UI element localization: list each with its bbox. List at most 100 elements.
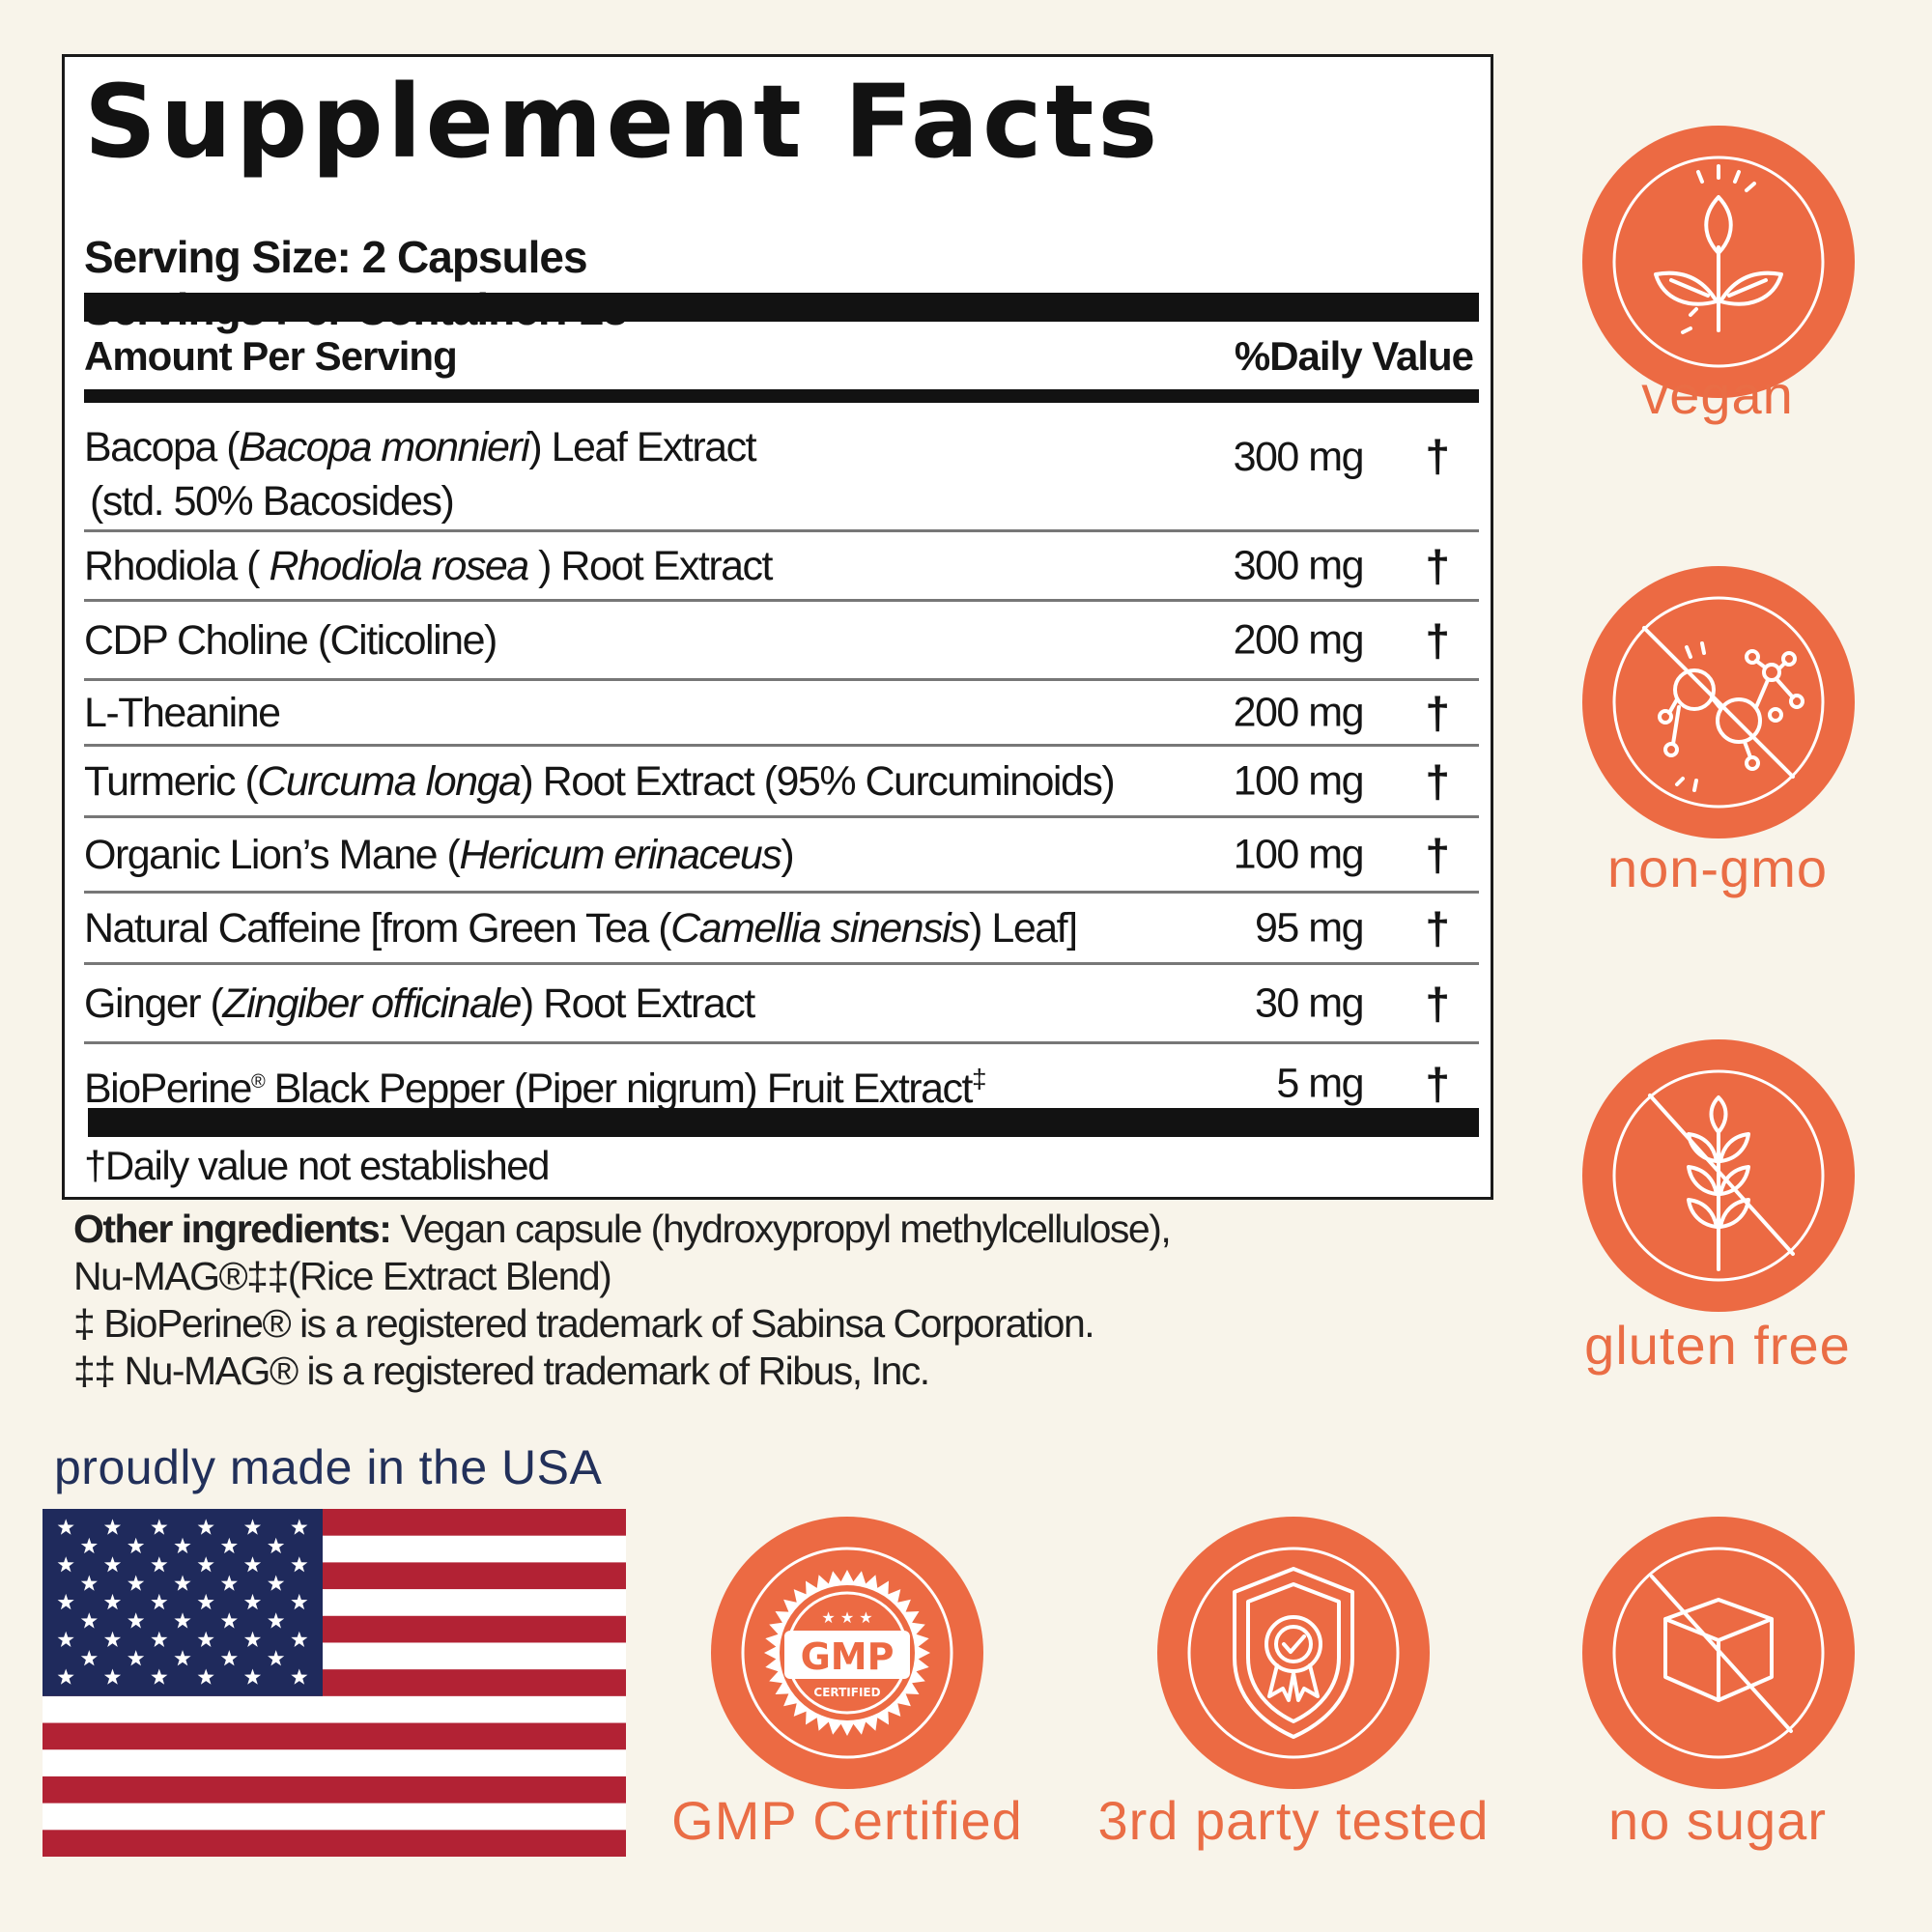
ingredient-text: Organic Lion’s Mane ( <box>84 831 461 878</box>
daily-value-mark: † <box>1425 1059 1450 1109</box>
facts-row: Natural Caffeine [from Green Tea (Camell… <box>84 894 1479 965</box>
facts-row: Organic Lion’s Mane (Hericum erinaceus) 1… <box>84 818 1479 894</box>
gluten-free-label: gluten free <box>1584 1315 1851 1376</box>
daily-value-mark: † <box>1425 431 1450 481</box>
no-molecule-icon <box>1612 596 1825 809</box>
daily-value-mark: † <box>1425 829 1450 880</box>
amount-per-serving: 300 mg <box>1233 542 1365 588</box>
gmp-seal-text: GMP <box>801 1635 895 1678</box>
usa-flag-image <box>43 1509 626 1857</box>
ingredient-text: ) Leaf Extract <box>528 424 756 470</box>
vegan-label: vegan <box>1641 364 1794 425</box>
gmp-seal-subtext: CERTIFIED <box>813 1686 880 1699</box>
no-sugar-cube-icon <box>1612 1547 1825 1759</box>
header-amount-per-serving: Amount Per Serving <box>84 333 458 379</box>
registered-mark: ® <box>250 1070 266 1093</box>
facts-row: Ginger (Zingiber officinale) Root Extrac… <box>84 965 1479 1044</box>
ingredient-name: Natural Caffeine [from Green Tea (Camell… <box>84 901 1078 955</box>
ingredient-text: ) <box>781 831 794 878</box>
amount-per-serving: 30 mg <box>1254 980 1365 1026</box>
ingredient-name: Ginger (Zingiber officinale) Root Extrac… <box>84 977 755 1031</box>
ingredient-name: L-Theanine <box>84 686 281 740</box>
latin-name: Camellia sinensis <box>670 904 971 952</box>
made-in-usa-caption: proudly made in the USA <box>54 1440 603 1494</box>
daily-value-mark: † <box>1425 902 1450 953</box>
no-wheat-icon <box>1612 1069 1825 1282</box>
ingredient-text: Black Pepper (Piper nigrum) Fruit Extrac… <box>264 1065 974 1113</box>
ingredient-text: Turmeric ( <box>84 757 259 805</box>
ingredient-text: L-Theanine <box>84 689 281 736</box>
other-ingredients: Other ingredients: Vegan capsule (hydrox… <box>73 1206 1172 1395</box>
amount-per-serving: 100 mg <box>1233 757 1365 804</box>
ingredient-text: CDP Choline (Citicoline) <box>84 616 497 664</box>
shield-award-icon <box>1187 1547 1400 1759</box>
serving-size: Serving Size: 2 Capsules <box>84 232 588 282</box>
amount-per-serving: 100 mg <box>1233 831 1365 877</box>
amount-per-serving: 200 mg <box>1233 616 1365 663</box>
ingredient-name: CDP Choline (Citicoline) <box>84 613 497 668</box>
amount-per-serving: 200 mg <box>1233 689 1365 735</box>
vegan-badge <box>1582 126 1855 398</box>
facts-row: L-Theanine 200 mg † <box>84 681 1479 747</box>
daily-value-mark: † <box>1425 614 1450 666</box>
ingredient-text: BioPerine <box>84 1065 252 1113</box>
non-gmo-badge <box>1582 566 1855 838</box>
amount-per-serving: 300 mg <box>1233 434 1365 480</box>
gmp-badge: GMP CERTIFIED ★ ★ ★ <box>711 1517 983 1789</box>
other-ingredients-line-2: Nu-MAG®‡‡(Rice Extract Blend) <box>73 1254 612 1298</box>
amount-per-serving: 5 mg <box>1276 1060 1364 1107</box>
no-sugar-badge <box>1582 1517 1855 1789</box>
thick-divider-header <box>84 389 1479 403</box>
amount-per-serving: 95 mg <box>1254 904 1365 951</box>
latin-name: Rhodiola rosea <box>269 542 529 589</box>
third-party-badge <box>1157 1517 1430 1789</box>
leaf-sprout-icon <box>1612 156 1825 368</box>
latin-name: Hericum erinaceus <box>459 831 781 878</box>
trademark-numag: ‡‡ Nu-MAG® is a registered trademark of … <box>73 1349 930 1393</box>
other-ingredients-line-1: Other ingredients: Vegan capsule (hydrox… <box>73 1207 1172 1251</box>
ingredient-text: ) Root Extract <box>520 980 755 1027</box>
facts-row: BioPerine® Black Pepper (Piper nigrum) F… <box>84 1044 1479 1123</box>
facts-row: CDP Choline (Citicoline) 200 mg † <box>84 602 1479 681</box>
facts-row: Turmeric (Curcuma longa) Root Extract (9… <box>84 747 1479 818</box>
ingredient-text: Ginger ( <box>84 980 224 1027</box>
other-ingredients-label: Other ingredients: <box>73 1207 392 1251</box>
supplement-facts-panel: Supplement Facts Serving Size: 2 Capsule… <box>62 54 1493 1200</box>
ingredient-name: Turmeric (Curcuma longa) Root Extract (9… <box>84 754 1116 809</box>
latin-name: Zingiber officinale <box>222 980 522 1027</box>
ingredient-subtext: (std. 50% Bacosides) <box>90 478 455 525</box>
header-daily-value: %Daily Value <box>1234 333 1474 379</box>
thick-divider-bottom <box>88 1108 1479 1137</box>
ingredient-text: Natural Caffeine [from Green Tea ( <box>84 904 672 952</box>
daily-value-mark: † <box>1425 540 1450 591</box>
third-party-label: 3rd party tested <box>1097 1790 1490 1851</box>
dv-footnote: †Daily value not established <box>84 1143 551 1188</box>
daily-value-mark: † <box>1425 978 1450 1029</box>
gmp-seal-icon: GMP CERTIFIED ★ ★ ★ <box>741 1547 953 1759</box>
no-sugar-label: no sugar <box>1608 1790 1827 1851</box>
latin-name: Curcuma longa <box>257 757 522 805</box>
ingredient-name: Bacopa (Bacopa monnieri) Leaf Extract (st… <box>84 420 757 528</box>
ingredient-name: BioPerine® Black Pepper (Piper nigrum) F… <box>84 1052 987 1116</box>
facts-row: Rhodiola ( Rhodiola rosea ) Root Extract… <box>84 532 1479 602</box>
facts-rows: Bacopa (Bacopa monnieri) Leaf Extract (st… <box>84 414 1479 1123</box>
ingredient-name: Organic Lion’s Mane (Hericum erinaceus) <box>84 828 795 882</box>
gmp-label: GMP Certified <box>671 1790 1023 1851</box>
double-dagger-mark: ‡ <box>971 1063 987 1094</box>
ingredient-text: Rhodiola ( <box>84 542 270 589</box>
ingredient-text: Bacopa ( <box>84 424 241 470</box>
daily-value-mark: † <box>1425 687 1450 738</box>
ingredient-text: ) Root Extract <box>527 542 773 589</box>
trademark-bioperine: ‡ BioPerine® is a registered trademark o… <box>73 1301 1095 1346</box>
gluten-free-badge <box>1582 1039 1855 1312</box>
non-gmo-label: non-gmo <box>1606 838 1829 898</box>
ingredient-name: Rhodiola ( Rhodiola rosea ) Root Extract <box>84 539 774 593</box>
svg-text:★ ★ ★: ★ ★ ★ <box>821 1608 872 1627</box>
latin-name: Bacopa monnieri <box>239 424 530 470</box>
daily-value-mark: † <box>1425 755 1450 807</box>
ingredient-text: ) Root Extract (95% Curcuminoids) <box>520 757 1115 805</box>
facts-title: Supplement Facts <box>84 63 1162 181</box>
ingredient-text: ) Leaf] <box>969 904 1078 952</box>
thick-divider-top <box>84 293 1479 322</box>
facts-row: Bacopa (Bacopa monnieri) Leaf Extract (st… <box>84 414 1479 532</box>
